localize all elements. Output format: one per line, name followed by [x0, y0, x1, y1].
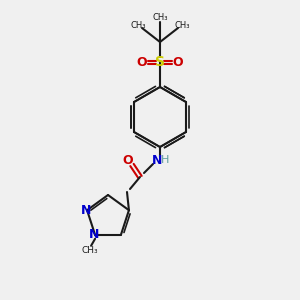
Text: O: O — [123, 154, 133, 167]
Text: CH₃: CH₃ — [174, 22, 190, 31]
Text: CH₃: CH₃ — [82, 246, 98, 255]
Text: N: N — [89, 228, 99, 241]
Text: S: S — [155, 55, 165, 69]
Text: N: N — [81, 204, 91, 217]
Text: O: O — [173, 56, 183, 68]
Text: CH₃: CH₃ — [152, 14, 168, 22]
Text: N: N — [152, 154, 162, 166]
Text: H: H — [161, 155, 169, 165]
Text: CH₃: CH₃ — [130, 22, 146, 31]
Text: O: O — [137, 56, 147, 68]
